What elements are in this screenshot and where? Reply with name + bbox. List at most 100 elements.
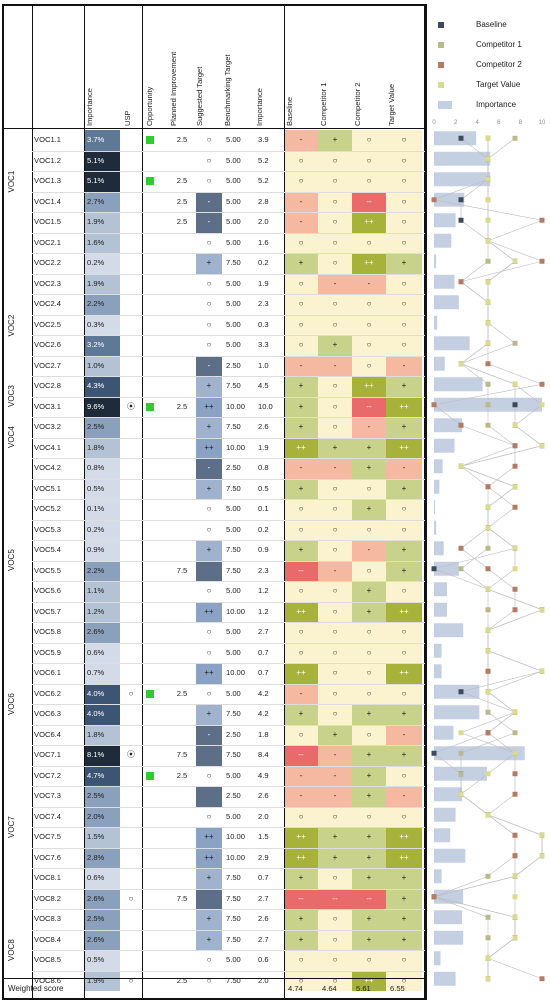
importance-2-cell: 5.2 [258, 155, 269, 165]
baseline-cell: + [284, 909, 318, 930]
benchmarking-target-cell: 2.50 [226, 360, 241, 370]
suggested-target-cell: + [196, 929, 222, 950]
series-line-c2 [432, 138, 544, 980]
series-point-c2 [458, 422, 464, 428]
planned-improvement-cell [170, 233, 194, 254]
target-value-cell: + [386, 929, 422, 950]
table-row: VOC4.1 1.8% ++ 10.00 1.9 ++ + + ++ [4, 437, 425, 458]
target-value-cell: ++ [386, 437, 422, 458]
row-divider [32, 642, 425, 644]
importance-cell: 3.7% [84, 130, 120, 151]
table-row: VOC3.2 2.5% +7.50 2.6 + ○ - + [4, 417, 425, 438]
competitor-1-cell: ○ [318, 683, 352, 704]
importance-cell: 2.7% [84, 191, 120, 212]
target-value-cell: + [386, 868, 422, 889]
row-divider [32, 622, 425, 623]
importance-cell: 4.0% [84, 683, 120, 704]
table-row: VOC1.2 5.1% ○ 5.00 5.2 ○ ○ ○ ○ [4, 150, 425, 172]
row-divider [32, 806, 425, 808]
suggested-target-cell: + [196, 868, 222, 889]
series-point-t [512, 750, 518, 756]
importance-cell: 1.0% [84, 355, 120, 376]
row-divider [32, 745, 425, 746]
importance-cell: 1.8% [84, 724, 120, 745]
target-value-cell: ○ [386, 294, 422, 315]
row-divider [32, 253, 425, 254]
competitor-1-cell: ○ [318, 601, 352, 622]
row-divider [32, 540, 425, 541]
importance-cell: 1.6% [84, 232, 120, 253]
competitor-1-cell: ○ [318, 212, 352, 233]
header-importance: Importance [85, 88, 94, 126]
target-value-cell: ○ [386, 806, 422, 827]
competitor-1-cell: ○ [318, 950, 352, 971]
row-divider [32, 868, 425, 869]
usp-cell [120, 520, 142, 541]
competitor-1-cell: + [318, 437, 352, 458]
target-value-cell: ○ [386, 191, 422, 212]
suggested-target-cell: - [196, 458, 222, 479]
planned-improvement-cell [170, 950, 194, 971]
table-row: VOC5.2 0.1% ○ 5.00 0.1 ○ ○ + ○ [4, 499, 425, 520]
importance-cell: 0.3% [84, 314, 120, 335]
voc-id: VOC1.3 [34, 176, 62, 185]
voc-id: VOC1.4 [34, 196, 62, 206]
importance-2-cell: 0.6 [258, 955, 269, 964]
voc-id: VOC3.1 [34, 401, 62, 411]
series-point-c1 [485, 873, 491, 879]
table-row: VOC7.5 1.5% ++ 10.00 1.5 ++ + + ++ [4, 827, 425, 848]
grid-vline [284, 6, 285, 998]
suggested-target-cell: ○ [196, 970, 222, 991]
series-point-t [485, 135, 491, 141]
importance-bar [434, 131, 477, 146]
series-point-t [485, 340, 491, 346]
voc-id: VOC2.1 [34, 237, 62, 247]
importance-2-cell: 0.5 [258, 483, 269, 493]
voc-id: VOC3.2 [34, 422, 62, 431]
competitor-2-cell: ○ [352, 130, 386, 151]
importance-cell: 1.2% [84, 601, 120, 622]
series-point-c1 [485, 914, 491, 920]
importance-bar [434, 233, 452, 248]
competitor-2-cell: + [352, 437, 386, 458]
series-point-b [431, 750, 437, 756]
row-divider [32, 458, 425, 459]
voc-id: VOC7.5 [34, 832, 62, 841]
importance-2-cell: 1.0 [258, 360, 269, 370]
competitor-2-cell: - [352, 273, 386, 294]
axis-tick-label: 0 [432, 120, 436, 126]
benchmarking-target-cell: 5.00 [226, 955, 241, 964]
competitor-2-cell: ○ [352, 642, 386, 663]
grid-hline [4, 978, 425, 979]
competitor-2-cell: + [352, 704, 386, 725]
importance-2-cell: 2.0 [258, 975, 269, 985]
planned-improvement-cell [170, 458, 194, 479]
row-divider [32, 437, 425, 439]
series-point-c1 [485, 258, 491, 264]
suggested-target-cell: - [196, 191, 222, 212]
competitor-1-cell: ○ [318, 519, 352, 540]
voc-id: VOC2.7 [34, 360, 62, 370]
target-value-cell: ○ [386, 765, 422, 786]
planned-improvement-cell [170, 376, 194, 397]
usp-cell [120, 335, 142, 356]
benchmarking-target-cell: 5.00 [226, 770, 241, 780]
row-divider [32, 724, 425, 726]
baseline-cell: ○ [284, 232, 318, 253]
importance-bar [434, 459, 443, 474]
usp-cell [120, 151, 142, 172]
importance-2-cell: 1.6 [258, 237, 269, 247]
importance-bar [434, 274, 455, 289]
legend-swatch-competitor-1 [438, 41, 444, 48]
competitor-2-cell: ○ [352, 519, 386, 540]
importance-cell: 2.5% [84, 909, 120, 930]
usp-cell [120, 458, 142, 479]
series-point-c2 [485, 668, 491, 674]
planned-improvement-cell [170, 622, 194, 643]
opportunity-marker [146, 136, 154, 145]
benchmarking-target-cell: 5.00 [226, 176, 241, 185]
target-value-cell: ○ [386, 171, 422, 192]
series-point-b [458, 217, 464, 223]
competitor-2-cell: + [352, 765, 386, 786]
planned-improvement-cell [170, 848, 194, 869]
